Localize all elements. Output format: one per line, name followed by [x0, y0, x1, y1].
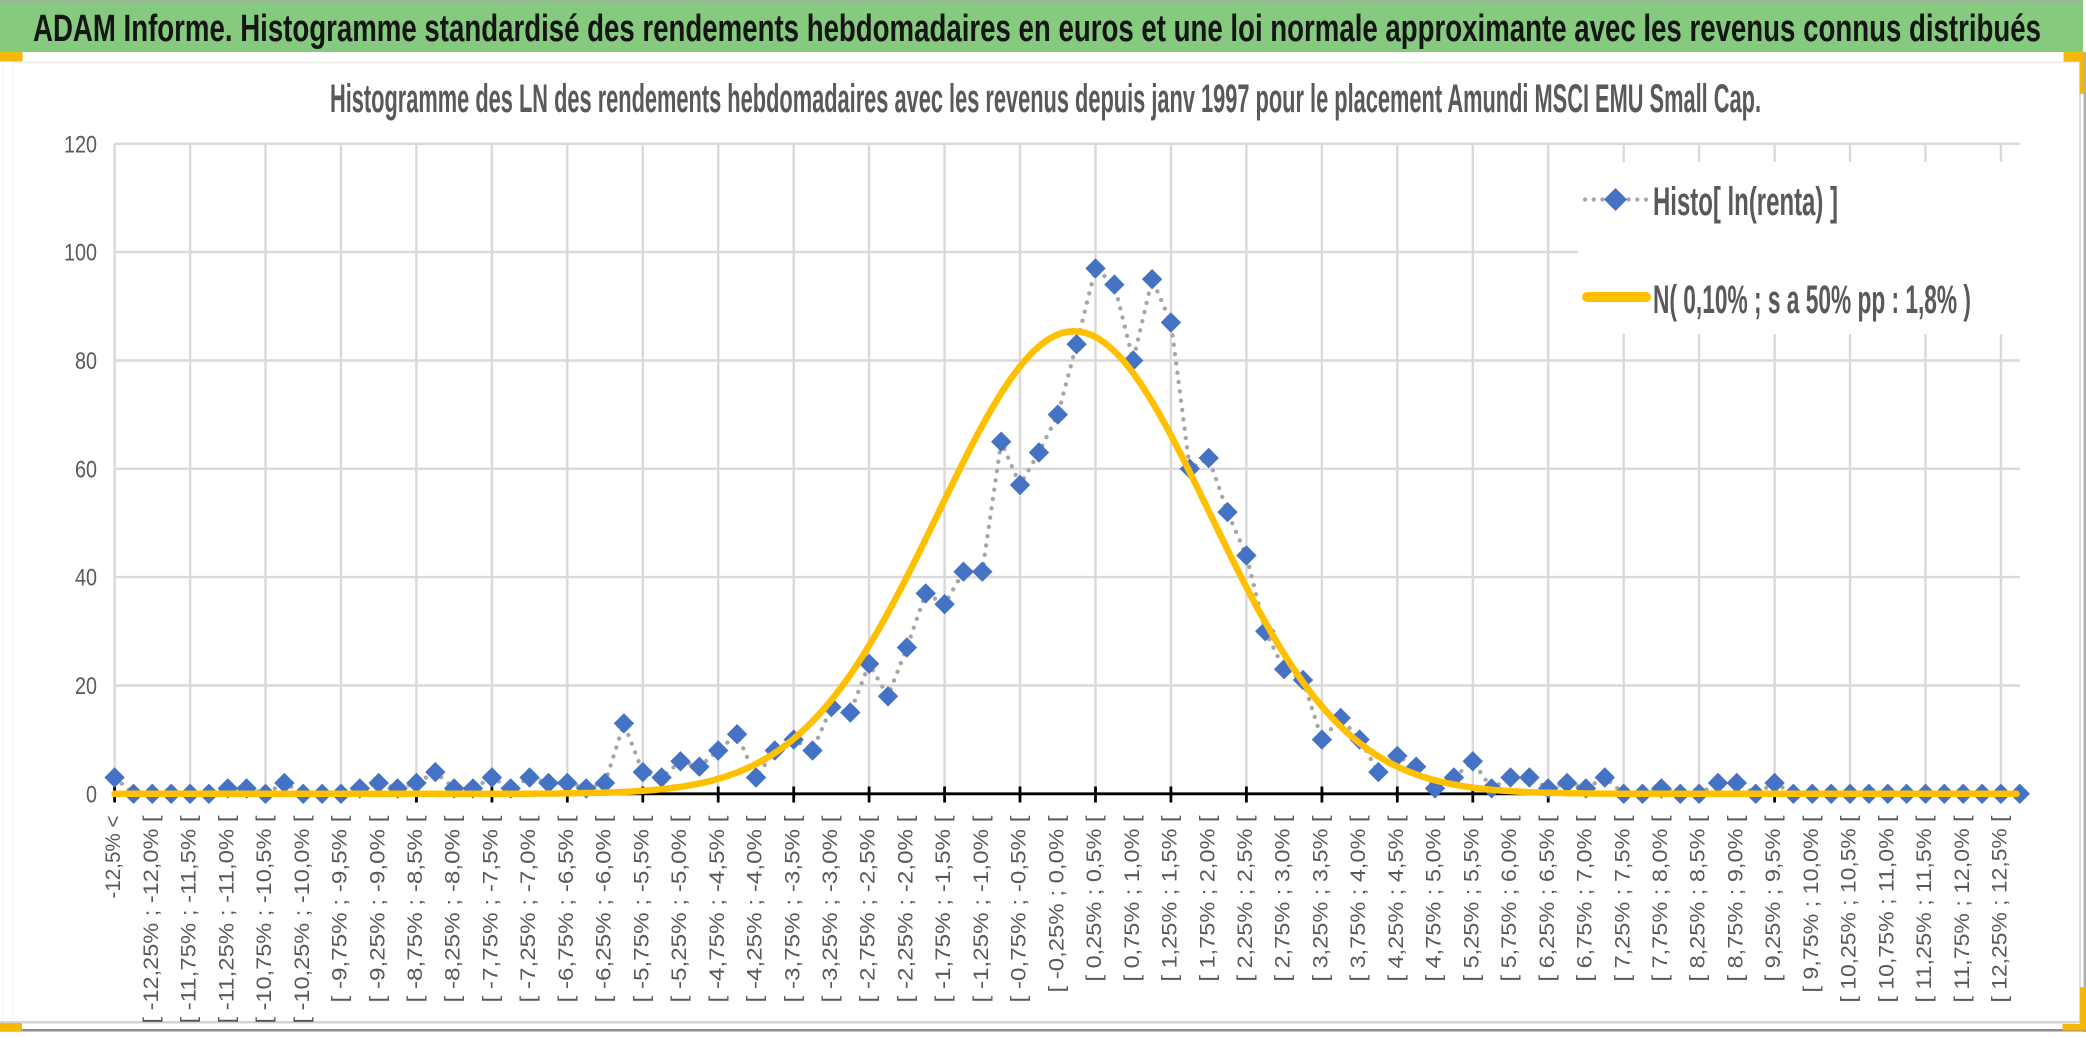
svg-text:[ 9,25% ; 9,5% [: [ 9,25% ; 9,5% [	[1762, 815, 1785, 981]
svg-text:[ 8,75% ; 9,0% [: [ 8,75% ; 9,0% [	[1724, 815, 1747, 981]
svg-text:80: 80	[75, 348, 97, 375]
svg-text:[ 0,25% ; 0,5% [: [ 0,25% ; 0,5% [	[1083, 815, 1106, 981]
svg-text:[ 4,75% ; 5,0% [: [ 4,75% ; 5,0% [	[1423, 815, 1446, 981]
svg-text:[ -12,25% ; -12,0% [: [ -12,25% ; -12,0% [	[140, 815, 163, 1023]
svg-text:-12,5% <: -12,5% <	[102, 816, 125, 899]
svg-text:[ 9,75% ; 10,0% [: [ 9,75% ; 10,0% [	[1800, 815, 1823, 992]
svg-text:[ 1,25% ; 1,5% [: [ 1,25% ; 1,5% [	[1159, 815, 1182, 981]
svg-text:[ -3,75% ; -3,5% [: [ -3,75% ; -3,5% [	[781, 815, 804, 1002]
svg-text:[ -3,25% ; -3,0% [: [ -3,25% ; -3,0% [	[819, 815, 842, 1002]
svg-text:ADAM Informe. Histogramme stan: ADAM Informe. Histogramme standardisé de…	[33, 8, 2041, 50]
svg-text:[ -8,75% ; -8,5% [: [ -8,75% ; -8,5% [	[404, 815, 427, 1002]
svg-text:[ 11,75% ; 12,0% [: [ 11,75% ; 12,0% [	[1951, 815, 1974, 1002]
svg-text:[ 3,75% ; 4,0% [: [ 3,75% ; 4,0% [	[1347, 815, 1370, 981]
svg-text:[ -6,75% ; -6,5% [: [ -6,75% ; -6,5% [	[555, 815, 578, 1002]
svg-text:[ 2,75% ; 3,0% [: [ 2,75% ; 3,0% [	[1272, 815, 1295, 981]
svg-text:[ -10,75% ; -10,5% [: [ -10,75% ; -10,5% [	[253, 815, 276, 1023]
svg-text:[ -9,25% ; -9,0% [: [ -9,25% ; -9,0% [	[366, 815, 389, 1002]
svg-text:100: 100	[64, 240, 97, 267]
svg-text:[ 7,75% ; 8,0% [: [ 7,75% ; 8,0% [	[1649, 815, 1672, 981]
svg-text:[ 4,25% ; 4,5% [: [ 4,25% ; 4,5% [	[1385, 815, 1408, 981]
svg-text:0: 0	[86, 781, 97, 808]
svg-text:[ 3,25% ; 3,5% [: [ 3,25% ; 3,5% [	[1310, 815, 1333, 981]
svg-text:[ 11,25% ; 11,5% [: [ 11,25% ; 11,5% [	[1913, 815, 1936, 1002]
svg-text:[ 6,75% ; 7,0% [: [ 6,75% ; 7,0% [	[1574, 815, 1597, 981]
svg-text:N( 0,10% ; s a 50% pp : 1,8% ): N( 0,10% ; s a 50% pp : 1,8% )	[1653, 278, 1971, 322]
svg-text:[ -11,25% ; -11,0% [: [ -11,25% ; -11,0% [	[215, 815, 238, 1023]
svg-text:[ 5,75% ; 6,0% [: [ 5,75% ; 6,0% [	[1498, 815, 1521, 981]
svg-text:[ -4,75% ; -4,5% [: [ -4,75% ; -4,5% [	[706, 815, 729, 1002]
svg-text:[ -1,25% ; -1,0% [: [ -1,25% ; -1,0% [	[970, 815, 993, 1002]
svg-text:[ -5,75% ; -5,5% [: [ -5,75% ; -5,5% [	[630, 815, 653, 1002]
svg-text:[ 1,75% ; 2,0% [: [ 1,75% ; 2,0% [	[1196, 815, 1219, 981]
svg-text:[ 8,25% ; 8,5% [: [ 8,25% ; 8,5% [	[1687, 815, 1710, 981]
svg-text:[ -0,25% ; 0,0% [: [ -0,25% ; 0,0% [	[1045, 815, 1068, 992]
svg-text:[ -4,25% ; -4,0% [: [ -4,25% ; -4,0% [	[744, 815, 767, 1002]
svg-text:[ -5,25% ; -5,0% [: [ -5,25% ; -5,0% [	[668, 815, 691, 1002]
svg-text:[ -0,75% ; -0,5% [: [ -0,75% ; -0,5% [	[1008, 815, 1031, 1002]
svg-text:[ 12,25% ; 12,5% [: [ 12,25% ; 12,5% [	[1989, 815, 2012, 1002]
svg-text:[ -7,25% ; -7,0% [: [ -7,25% ; -7,0% [	[517, 815, 540, 1002]
svg-text:[ -2,25% ; -2,0% [: [ -2,25% ; -2,0% [	[895, 815, 918, 1002]
svg-text:[ 10,25% ; 10,5% [: [ 10,25% ; 10,5% [	[1838, 815, 1861, 1002]
svg-text:[ -1,75% ; -1,5% [: [ -1,75% ; -1,5% [	[932, 815, 955, 1002]
svg-text:20: 20	[75, 673, 97, 700]
svg-text:40: 40	[75, 565, 97, 592]
svg-text:[ 2,25% ; 2,5% [: [ 2,25% ; 2,5% [	[1234, 815, 1257, 981]
svg-text:[ 10,75% ; 11,0% [: [ 10,75% ; 11,0% [	[1875, 815, 1898, 1002]
svg-text:[ -2,75% ; -2,5% [: [ -2,75% ; -2,5% [	[857, 815, 880, 1002]
svg-text:[ 0,75% ; 1,0% [: [ 0,75% ; 1,0% [	[1121, 815, 1144, 981]
svg-text:[ -11,75% ; -11,5% [: [ -11,75% ; -11,5% [	[178, 815, 201, 1023]
svg-text:[ -9,75% ; -9,5% [: [ -9,75% ; -9,5% [	[329, 815, 352, 1002]
svg-text:[ 7,25% ; 7,5% [: [ 7,25% ; 7,5% [	[1611, 815, 1634, 981]
svg-text:[ 6,25% ; 6,5% [: [ 6,25% ; 6,5% [	[1536, 815, 1559, 981]
svg-text:Histo[ ln(renta) ]: Histo[ ln(renta) ]	[1653, 180, 1838, 224]
svg-text:60: 60	[75, 456, 97, 483]
svg-text:120: 120	[64, 131, 97, 158]
svg-text:[ -7,75% ; -7,5% [: [ -7,75% ; -7,5% [	[480, 815, 503, 1002]
svg-text:Histogramme des LN des rendeme: Histogramme des LN des rendements hebdom…	[330, 77, 1761, 121]
svg-text:[ -6,25% ; -6,0% [: [ -6,25% ; -6,0% [	[593, 815, 616, 1002]
svg-text:[ -8,25% ; -8,0% [: [ -8,25% ; -8,0% [	[442, 815, 465, 1002]
svg-text:[ 5,25% ; 5,5% [: [ 5,25% ; 5,5% [	[1460, 815, 1483, 981]
svg-text:[ -10,25% ; -10,0% [: [ -10,25% ; -10,0% [	[291, 815, 314, 1023]
